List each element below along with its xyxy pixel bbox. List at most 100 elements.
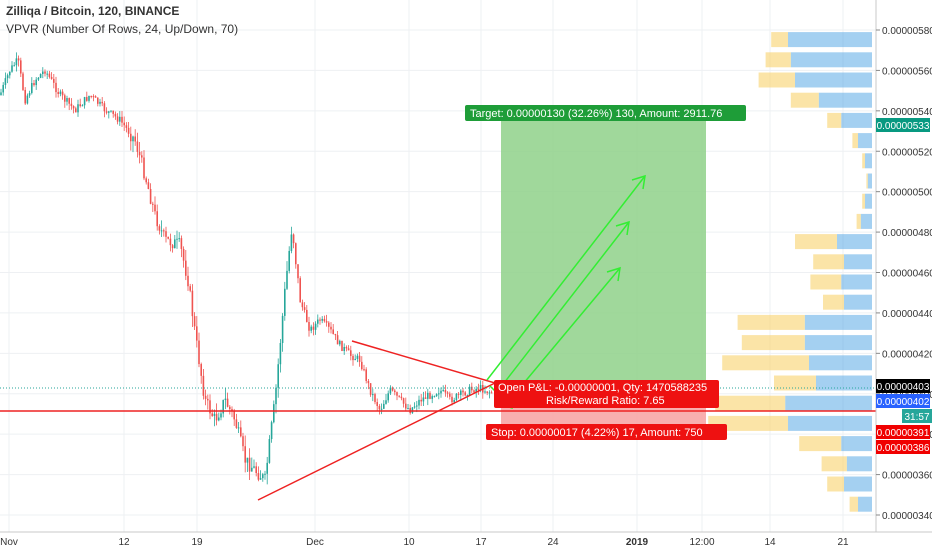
- volume-profile-up-bar: [865, 193, 872, 209]
- candle-body: [37, 77, 40, 80]
- candle-body: [334, 333, 337, 336]
- candle-body: [273, 404, 275, 423]
- time-tick-label: 10: [403, 537, 415, 548]
- candle-body: [405, 403, 407, 409]
- volume-profile-down-bar: [862, 193, 865, 209]
- target-label-box[interactable]: Target: 0.00000130 (32.26%) 130, Amount:…: [465, 105, 746, 121]
- triangle-pattern[interactable]: [257, 340, 496, 501]
- candle-body: [319, 319, 321, 321]
- volume-profile-up-bar: [844, 476, 872, 492]
- time-axis[interactable]: [0, 532, 932, 550]
- candle-body: [127, 127, 130, 134]
- triangle-upper-trendline[interactable]: [351, 340, 496, 384]
- arrow-middle[interactable]: [496, 221, 630, 393]
- candle-body: [57, 92, 59, 94]
- candle-body: [369, 383, 372, 395]
- volume-profile-down-bar: [799, 436, 842, 452]
- arrow-upper[interactable]: [486, 175, 646, 381]
- candle-body: [317, 319, 319, 324]
- candle-body: [352, 355, 354, 361]
- candle-body: [422, 397, 425, 402]
- volume-profile-down-bar: [866, 173, 868, 189]
- volume-profile-up-bar: [804, 314, 872, 330]
- candle-body: [55, 82, 57, 93]
- volume-profile: [708, 32, 872, 512]
- candle-body: [266, 462, 268, 474]
- target-zone[interactable]: [501, 120, 706, 396]
- candle-body: [147, 182, 150, 189]
- candle-body: [90, 95, 92, 97]
- candle-body: [308, 322, 310, 331]
- candle-body: [457, 393, 460, 395]
- volume-profile-down-bar: [741, 335, 805, 351]
- candle-body: [347, 348, 350, 351]
- triangle-lower-trendline[interactable]: [257, 382, 496, 501]
- candle-body: [251, 467, 253, 472]
- price-tick-label: 0.00000340: [882, 511, 932, 522]
- candle-body: [81, 105, 84, 107]
- price-tick-label: 0.00000480: [882, 228, 932, 239]
- candle-body: [50, 76, 53, 79]
- candle-body: [246, 457, 249, 463]
- volume-profile-down-bar: [813, 254, 844, 270]
- candle-body: [165, 231, 167, 237]
- candle-body: [255, 466, 257, 474]
- candle-body: [191, 290, 194, 317]
- candle-body: [64, 95, 66, 102]
- time-tick-label: 12:00: [689, 537, 714, 548]
- candle-body: [473, 390, 475, 393]
- candle-body: [268, 439, 271, 463]
- candle-body: [53, 78, 55, 83]
- candle-body: [356, 355, 359, 359]
- candle-body: [438, 393, 440, 395]
- candle-body: [367, 380, 370, 384]
- candle-body: [229, 406, 231, 410]
- candle-body: [224, 398, 227, 401]
- volume-profile-up-bar: [858, 133, 872, 149]
- candle-body: [196, 326, 198, 341]
- candle-body: [138, 151, 141, 156]
- volume-profile-down-bar: [810, 274, 842, 290]
- candle-body: [372, 394, 374, 396]
- volume-profile-down-bar: [715, 395, 786, 411]
- candle-body: [427, 392, 429, 399]
- time-tick-label: 24: [547, 537, 559, 548]
- candle-body: [97, 97, 99, 104]
- candle-body: [398, 395, 400, 397]
- candle-body: [407, 408, 409, 410]
- candle-body: [152, 203, 154, 205]
- pnl-label-box[interactable]: Open P&L: -0.00000001, Qty: 1470588235 R…: [494, 380, 719, 408]
- candle-body: [75, 108, 77, 113]
- risk-reward-label: Risk/Reward Ratio: 7.65: [546, 395, 665, 407]
- candle-body: [143, 157, 145, 179]
- volume-profile-down-bar: [856, 213, 861, 229]
- candle-body: [248, 457, 251, 472]
- volume-profile-up-bar: [795, 72, 872, 88]
- candle-body: [303, 307, 306, 310]
- candle-body: [262, 474, 264, 479]
- candle-body: [354, 358, 356, 361]
- symbol-title[interactable]: Zilliqa / Bitcoin, 120, BINANCE: [6, 4, 180, 18]
- volume-profile-up-bar: [818, 92, 872, 108]
- volume-profile-up-bar: [841, 112, 872, 128]
- candle-body: [277, 364, 279, 388]
- candle-body: [488, 392, 491, 394]
- time-tick-label: 2019: [626, 537, 649, 548]
- volume-profile-up-bar: [841, 436, 872, 452]
- candle-body: [378, 406, 381, 410]
- price-tick-label: 0.00000460: [882, 269, 932, 280]
- candle-body: [77, 104, 79, 113]
- projection-arrows[interactable]: [486, 174, 646, 410]
- time-tick-label: Nov: [0, 537, 18, 548]
- indicator-legend[interactable]: VPVR (Number Of Rows, 24, Up/Down, 70): [6, 22, 239, 36]
- stop-label-box[interactable]: Stop: 0.00000017 (4.22%) 17, Amount: 750: [486, 424, 727, 440]
- arrow-lower[interactable]: [507, 267, 621, 403]
- candle-body: [275, 387, 277, 405]
- volume-profile-down-bar: [722, 355, 809, 371]
- candle-body: [185, 260, 187, 276]
- volume-profile-down-bar: [708, 415, 788, 431]
- candle-body: [202, 375, 205, 396]
- price-tick-label: 0.00000520: [882, 147, 932, 158]
- candle-body: [125, 125, 128, 128]
